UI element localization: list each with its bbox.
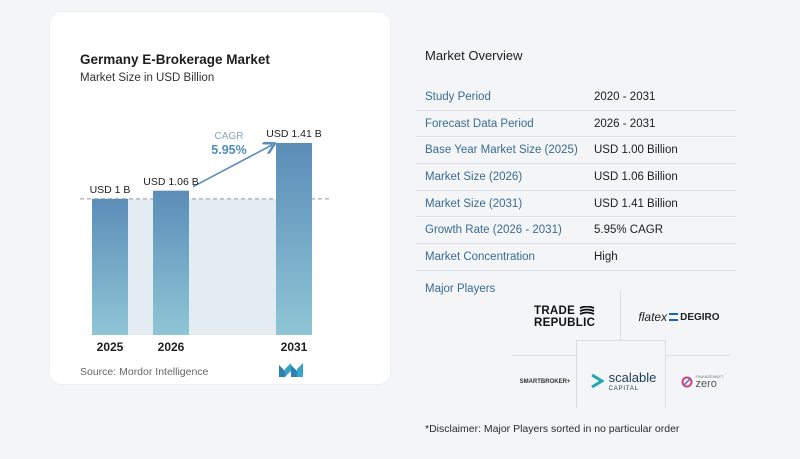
row-value: 2026 - 2031	[594, 117, 656, 130]
major-players-title: Major Players	[425, 283, 496, 295]
bar-value-label: USD 1.41 B	[266, 128, 322, 140]
zero-mark-icon	[681, 376, 692, 388]
chart-subtitle: Market Size in USD Billion	[80, 72, 215, 84]
disclaimer: *Disclaimer: Major Players sorted in no …	[425, 423, 680, 435]
finanzen-zero-logo: FINANZENNET zero	[679, 372, 725, 392]
grid-divider	[620, 290, 621, 340]
row-value: USD 1.41 Billion	[594, 197, 678, 210]
market-overview-table: Study Period 2020 - 2031 Forecast Data Pe…	[416, 84, 736, 271]
grid-divider	[576, 340, 666, 341]
row-value: 5.95% CAGR	[594, 224, 664, 237]
row-label: Growth Rate (2026 - 2031)	[425, 224, 562, 237]
scalable-capital-logo: scalable CAPITAL	[584, 366, 662, 396]
trade-republic-logo: TRADE REPUBLIC	[534, 305, 596, 329]
equals-mark-icon	[669, 313, 679, 321]
trade-republic-mark-icon	[579, 306, 595, 315]
table-row: Study Period 2020 - 2031	[416, 84, 736, 111]
grid-divider	[512, 355, 576, 356]
row-label: Market Size (2031)	[425, 197, 523, 210]
flatex-degiro-logo: flatex DEGIRO	[638, 310, 720, 324]
mordor-intelligence-logo	[279, 363, 303, 377]
grid-divider	[665, 340, 666, 408]
x-tick-label: 2025	[96, 340, 124, 354]
row-label: Base Year Market Size (2025)	[425, 144, 578, 157]
x-tick-label: 2031	[280, 340, 308, 354]
grid-divider	[576, 340, 577, 408]
table-row: Base Year Market Size (2025) USD 1.00 Bil…	[416, 137, 736, 165]
row-label: Market Concentration	[425, 250, 535, 263]
table-row: Market Concentration High	[416, 244, 736, 271]
row-value: USD 1.00 Billion	[594, 144, 678, 157]
bar-value-label: USD 1.06 B	[143, 175, 199, 188]
table-row: Market Size (2026) USD 1.06 Billion	[416, 164, 736, 191]
x-tick-label: 2026	[157, 340, 185, 354]
market-overview-title: Market Overview	[425, 48, 523, 63]
cagr-label: CAGR	[214, 131, 244, 142]
grid-divider	[665, 355, 730, 356]
cagr-value: 5.95%	[211, 143, 247, 157]
source-note: Source: Mordor Intelligence	[80, 366, 209, 378]
row-label: Market Size (2026)	[425, 170, 523, 183]
row-value: High	[594, 250, 618, 263]
chart-card	[50, 12, 390, 384]
smartbroker-logo: SMARTBROKER+	[519, 379, 571, 385]
row-value: USD 1.06 Billion	[594, 170, 678, 183]
table-row: Forecast Data Period 2026 - 2031	[416, 111, 736, 138]
bar-value-label: USD 1 B	[89, 183, 131, 196]
row-label: Study Period	[425, 90, 491, 103]
table-row: Market Size (2031) USD 1.41 Billion	[416, 191, 736, 218]
scalable-mark-icon	[590, 373, 604, 389]
table-row: Growth Rate (2026 - 2031) 5.95% CAGR	[416, 217, 736, 245]
row-value: 2020 - 2031	[594, 90, 656, 103]
row-label: Forecast Data Period	[425, 117, 534, 130]
chart-title: Germany E-Brokerage Market	[80, 52, 270, 67]
